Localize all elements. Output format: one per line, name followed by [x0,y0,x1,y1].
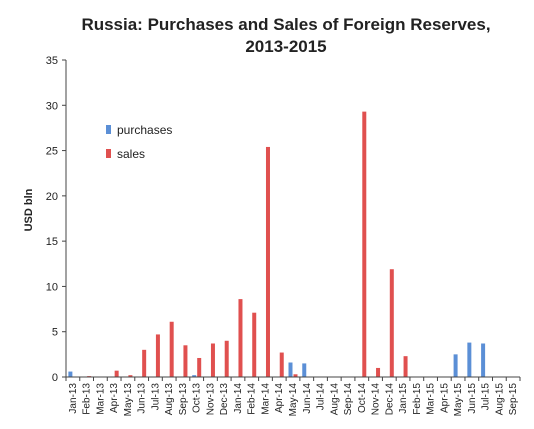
x-tick-label: Mar-14 [260,383,271,415]
x-tick-label: Apr-15 [439,383,450,413]
x-tick-label: Oct-14 [357,383,368,413]
x-tick-label: May-14 [288,383,299,417]
bar-sales [155,334,160,377]
x-tick-label: Feb-15 [412,383,423,415]
bar-sales [142,349,147,377]
bar-sales [279,352,284,377]
x-tick-label: Jan-15 [398,383,409,414]
y-tick-label: 5 [52,327,58,339]
bar-purchases [481,343,486,377]
bar-purchases [453,354,458,377]
x-tick-label: Aug-14 [329,383,340,416]
bar-sales [293,374,298,377]
x-tick-label: Jun-15 [467,383,478,414]
x-tick-label: Dec-14 [384,383,395,416]
y-tick-label: 20 [46,191,58,203]
y-axis-title: USD bln [23,188,35,231]
x-tick-label: Nov-13 [205,383,216,416]
legend-swatch-sales [106,149,111,158]
x-tick-label: Jan-13 [68,383,79,414]
x-tick-label: May-13 [123,383,134,417]
x-tick-label: Aug-13 [164,383,175,416]
y-tick-label: 35 [46,55,58,67]
x-tick-label: Oct-13 [192,383,203,413]
x-tick-label: May-15 [453,383,464,417]
y-tick-label: 25 [46,146,58,158]
x-tick-label: Jun-13 [137,383,148,414]
bar-sales [169,321,174,377]
bar-sales [362,111,367,377]
x-tick-label: Sep-13 [178,383,189,416]
bar-purchases [192,375,197,377]
x-tick-label: Jul-14 [316,383,327,411]
bar-purchases [288,362,293,377]
x-tick-label: Dec-13 [219,383,230,416]
bar-sales [128,375,133,377]
bar-sales [210,343,215,377]
axes [65,60,520,378]
y-tick-label: 0 [52,372,58,384]
x-tick-label: Apr-14 [274,383,285,413]
x-tick-label: Jun-14 [302,383,313,414]
bar-purchases [467,342,472,377]
x-tick-label: Aug-15 [494,383,505,416]
legend-label-purchases: purchases [117,123,172,137]
legend-swatch-purchases [106,125,111,134]
x-tick-label: Feb-13 [82,383,93,415]
x-tick-label: Feb-14 [247,383,258,415]
bar-sales [389,269,394,377]
bar-sales [265,146,270,377]
x-tick-label: Mar-13 [95,383,106,415]
y-tick-label: 10 [46,281,58,293]
bar-sales [114,370,119,377]
chart-title-line-1: Russia: Purchases and Sales of Foreign R… [81,15,490,34]
legend-label-sales: sales [117,147,145,161]
bar-sales [183,345,188,377]
bar-sales [376,367,381,377]
x-tick-label: Sep-14 [343,383,354,416]
bar-sales [224,340,229,377]
x-tick-label: Jul-13 [150,383,161,411]
bar-sales [403,356,408,377]
bar-purchases [302,363,307,377]
chart-title-line-2: 2013-2015 [245,37,326,56]
y-tick-label: 30 [46,100,58,112]
y-axis-ticks: 0 5 10 15 20 25 30 35 [46,55,66,384]
bar-sales [252,312,257,377]
legend: purchases sales [106,123,172,161]
x-tick-label: Apr-13 [109,383,120,413]
bar-sales [197,357,202,377]
x-tick-label: Mar-15 [426,383,437,415]
x-tick-label: Nov-14 [371,383,382,416]
x-tick-label: Sep-15 [508,383,519,416]
x-tick-label: Jan-14 [233,383,244,414]
x-axis-ticks: Jan-13 Feb-13 Mar-13 Apr-13 May-13 Jun-13 Jul-… [65,377,521,417]
bar-purchases [68,371,73,377]
x-tick-label: Jul-15 [481,383,492,411]
bar-series-group [68,111,486,377]
y-tick-label: 15 [46,236,58,248]
bar-sales [238,299,243,377]
